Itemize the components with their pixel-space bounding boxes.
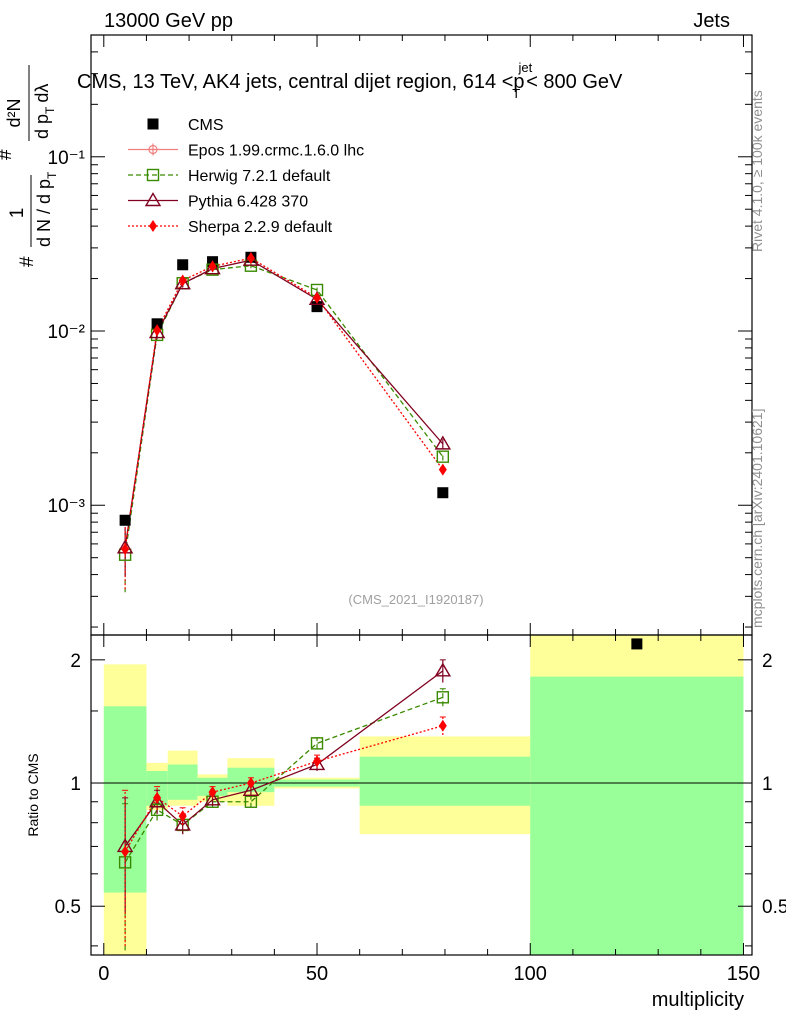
legend-marker-herwig xyxy=(146,168,160,182)
band-inner-6 xyxy=(359,756,531,806)
ylabel-frac-den: d N / d pT xyxy=(34,171,59,247)
pythia-upper-line xyxy=(124,259,444,548)
ratio-y-tick-label-right: 2 xyxy=(762,651,773,672)
x-tick-label: 100 xyxy=(514,963,547,985)
cms-data-point xyxy=(631,638,643,650)
x-tick-label: 0 xyxy=(98,963,109,985)
cms-data-point xyxy=(119,514,131,526)
legend-label-herwig: Herwig 7.2.1 default xyxy=(188,168,331,185)
sherpa-ratio-point xyxy=(313,755,322,768)
pythia-upper-point xyxy=(174,275,191,290)
pythia-ratio-point xyxy=(148,793,166,808)
ratio-bands xyxy=(91,635,752,955)
upper-ylabel: # 1 d N / d pT # d²N d pTdλ xyxy=(0,65,59,267)
sherpa-upper-point xyxy=(438,463,447,476)
herwig-ratio-point xyxy=(310,737,324,750)
legend-label-sherpa: Sherpa 2.2.9 default xyxy=(188,219,333,236)
cms-data-point xyxy=(311,301,323,313)
ylabel-frac2-den: d pTdλ xyxy=(32,84,57,139)
pythia-ratio-point xyxy=(174,816,191,831)
pythia-upper-point xyxy=(204,260,221,275)
ratio-y-tick-label-right: 1 xyxy=(762,774,773,795)
cms-data-point xyxy=(437,487,449,499)
herwig-ratio-point xyxy=(150,803,164,817)
sherpa-upper-point xyxy=(178,274,187,287)
legend-marker-pythia xyxy=(144,192,162,207)
band-inner-2 xyxy=(167,764,198,800)
ylabel-frac-den-text: d N / d p xyxy=(34,179,54,247)
ylabel-frac-num: 1 xyxy=(7,208,28,219)
series-markers xyxy=(116,251,643,869)
legend-label-pythia: Pythia 6.428 370 xyxy=(188,194,308,211)
herwig-ratio-point xyxy=(244,795,258,808)
herwig-upper-line xyxy=(124,265,444,555)
ylabel-frac2-num: d²N xyxy=(4,98,24,127)
ylabel-frac2-den-text: d p xyxy=(32,114,52,139)
sherpa-upper-point xyxy=(246,252,255,265)
cms-data-point xyxy=(151,318,163,330)
x-axis-label: multiplicity xyxy=(652,989,744,1011)
sherpa-ratio-point xyxy=(438,719,447,732)
chart-title-sup: jet xyxy=(518,60,533,75)
cms-data-point xyxy=(177,259,189,271)
mcplots-label: mcplots.cern.ch [arXiv:2401.10621] xyxy=(749,409,765,628)
header-left: 13000 GeV pp xyxy=(104,10,233,32)
rivet-label: Rivet 4.1.0, ≥ 100k events xyxy=(749,90,765,252)
sherpa-ratio-point xyxy=(208,786,217,799)
ratio-y-tick-label-left: 1 xyxy=(70,774,81,795)
pythia-ratio-point xyxy=(242,781,260,796)
sherpa-ratio-point xyxy=(121,845,130,858)
x-tick-label: 150 xyxy=(727,963,760,985)
ratio-y-tick-label-left: 2 xyxy=(70,651,81,672)
legend-marker-sherpa xyxy=(149,220,157,232)
sherpa-upper-point xyxy=(313,291,322,304)
upper-y-tick-label: 10⁻¹ xyxy=(48,148,86,169)
chart-title-tail: < 800 GeV xyxy=(526,71,623,93)
pythia-upper-point xyxy=(434,435,452,450)
ylabel-frac2-sub: T xyxy=(43,106,57,114)
header-right: Jets xyxy=(693,10,730,32)
chart-title-sub: T xyxy=(512,86,520,101)
ratio-y-tick-label-right: 0.5 xyxy=(762,897,786,918)
sherpa-ratio-point xyxy=(153,791,162,804)
herwig-ratio-point xyxy=(436,691,450,704)
sherpa-upper-point xyxy=(208,260,217,273)
ylabel-den-sub: T xyxy=(45,171,59,179)
chart-title: CMS, 13 TeV, AK4 jets, central dijet reg… xyxy=(77,60,623,101)
chart-title-main: CMS, 13 TeV, AK4 jets, central dijet reg… xyxy=(77,71,525,93)
ylabel-lead: # xyxy=(17,256,38,267)
upper-y-tick-label: 10⁻³ xyxy=(48,496,86,517)
ratio-frame xyxy=(90,634,753,956)
ylabel-frac2-tail: dλ xyxy=(32,84,52,103)
sherpa-ratio-point xyxy=(246,777,255,790)
ylabel-hash: # xyxy=(0,149,16,160)
legend-marker-epos xyxy=(147,143,159,156)
band-inner-7 xyxy=(530,676,744,955)
pythia-upper-point xyxy=(242,251,260,266)
herwig-upper-point xyxy=(436,450,450,463)
axis-ticks: 0 50 100 150 10⁻³ 10⁻² 10⁻¹ 0.5 0.5 1 1 2 2 xyxy=(48,34,786,985)
pythia-ratio-point xyxy=(308,756,326,771)
x-tick-label: 50 xyxy=(306,963,328,985)
pythia-ratio-point xyxy=(434,662,452,677)
legend: CMS Epos 1.99.crmc.1.6.0 lhc Herwig 7.2.1 … xyxy=(128,117,364,236)
analysis-id: (CMS_2021_I1920187) xyxy=(348,592,483,607)
ratio-ylabel: Ratio to CMS xyxy=(25,753,41,836)
sherpa-upper-point xyxy=(153,324,162,337)
sherpa-upper-point xyxy=(121,543,130,556)
upper-y-tick-label: 10⁻² xyxy=(48,322,86,343)
ratio-y-tick-label-left: 0.5 xyxy=(55,897,81,918)
legend-marker-cms xyxy=(147,118,159,130)
legend-label-cms: CMS xyxy=(188,117,224,134)
pythia-upper-point xyxy=(148,324,166,339)
legend-label-epos: Epos 1.99.crmc.1.6.0 lhc xyxy=(188,143,364,160)
sherpa-ratio-point xyxy=(178,810,187,823)
pythia-ratio-point xyxy=(204,791,221,806)
